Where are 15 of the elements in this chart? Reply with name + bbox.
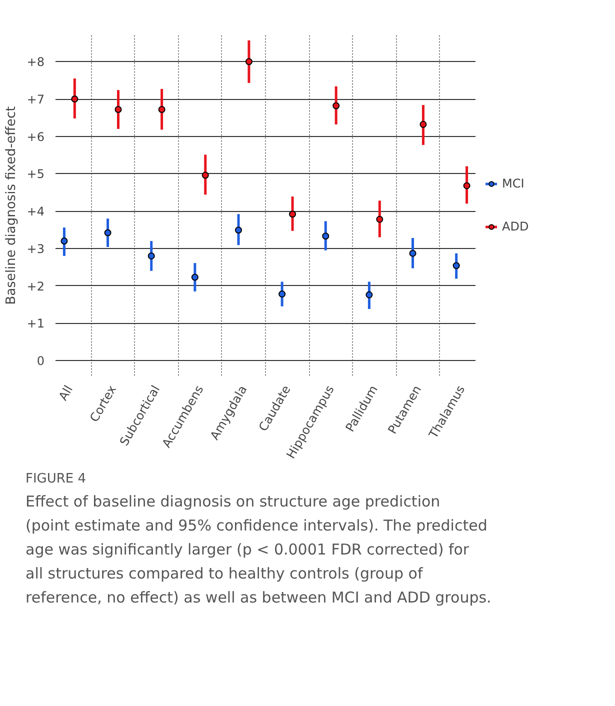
text: Effect of baseline diagnosis on structure age prediction (point estimate and 95% confidence intervals). The predicted age was significantly larger (p < 0.0001 FDR corrected) for all structures compared to healthy controls (group of reference, no effect) as well as between MCI and ADD groups. (26, 492, 492, 606)
y-tick-label: +5 (26, 167, 45, 182)
caption: FIGURE 4 (26, 472, 86, 486)
y-tick-label: +1 (26, 316, 45, 331)
legend-label: MCI (502, 176, 524, 190)
y-tick-label: +6 (26, 130, 45, 144)
legend-label: ADD (502, 220, 529, 234)
y-tick-label: +3 (26, 242, 45, 256)
y-tick-label: 0 (36, 354, 45, 368)
y-tick-label: +7 (26, 92, 45, 107)
x-tick-label: All (56, 382, 76, 403)
y-axis-title: Baseline diagnosis fixed-effect (4, 106, 19, 305)
y-tick-label: +2 (26, 279, 45, 294)
y-tick-label: +8 (26, 55, 45, 70)
y-tick-label: +4 (26, 204, 45, 219)
